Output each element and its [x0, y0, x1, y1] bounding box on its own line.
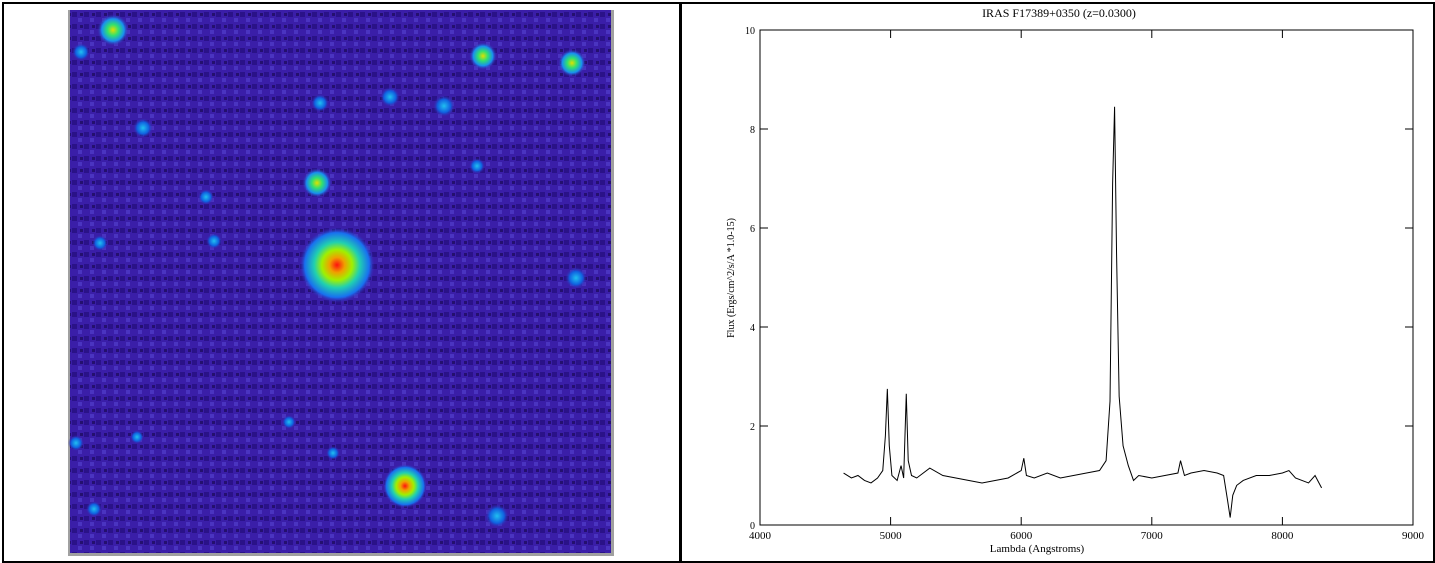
x-tick-label: 6000 — [1010, 530, 1032, 542]
y-tick-label: 6 — [750, 224, 755, 235]
x-tick-label: 5000 — [880, 530, 903, 542]
y-tick-label: 8 — [750, 125, 755, 136]
y-axis-label: Flux (Ergs/cm^2/s/A *1.0-15) — [726, 218, 737, 338]
y-tick-label: 10 — [745, 26, 755, 37]
stars — [68, 14, 587, 528]
sky-image — [68, 10, 614, 556]
cell-divider — [679, 2, 682, 563]
spectrum-line — [843, 106, 1323, 518]
x-tick-label: 7000 — [1141, 530, 1164, 542]
x-tick-label: 4000 — [749, 530, 772, 542]
x-tick-label: 8000 — [1271, 530, 1294, 542]
plot-frame — [759, 29, 1414, 526]
y-tick-label: 0 — [750, 521, 755, 532]
x-tick-label: 9000 — [1402, 530, 1425, 542]
x-axis-label: Lambda (Angstroms) — [990, 543, 1085, 555]
spectrum-chart: IRAS F17389+0350 (z=0.0300) Lambda (Angs… — [726, 6, 1425, 555]
chart-title: IRAS F17389+0350 (z=0.0300) — [982, 6, 1136, 20]
y-tick-label: 4 — [750, 323, 755, 334]
y-tick-label: 2 — [750, 422, 755, 433]
